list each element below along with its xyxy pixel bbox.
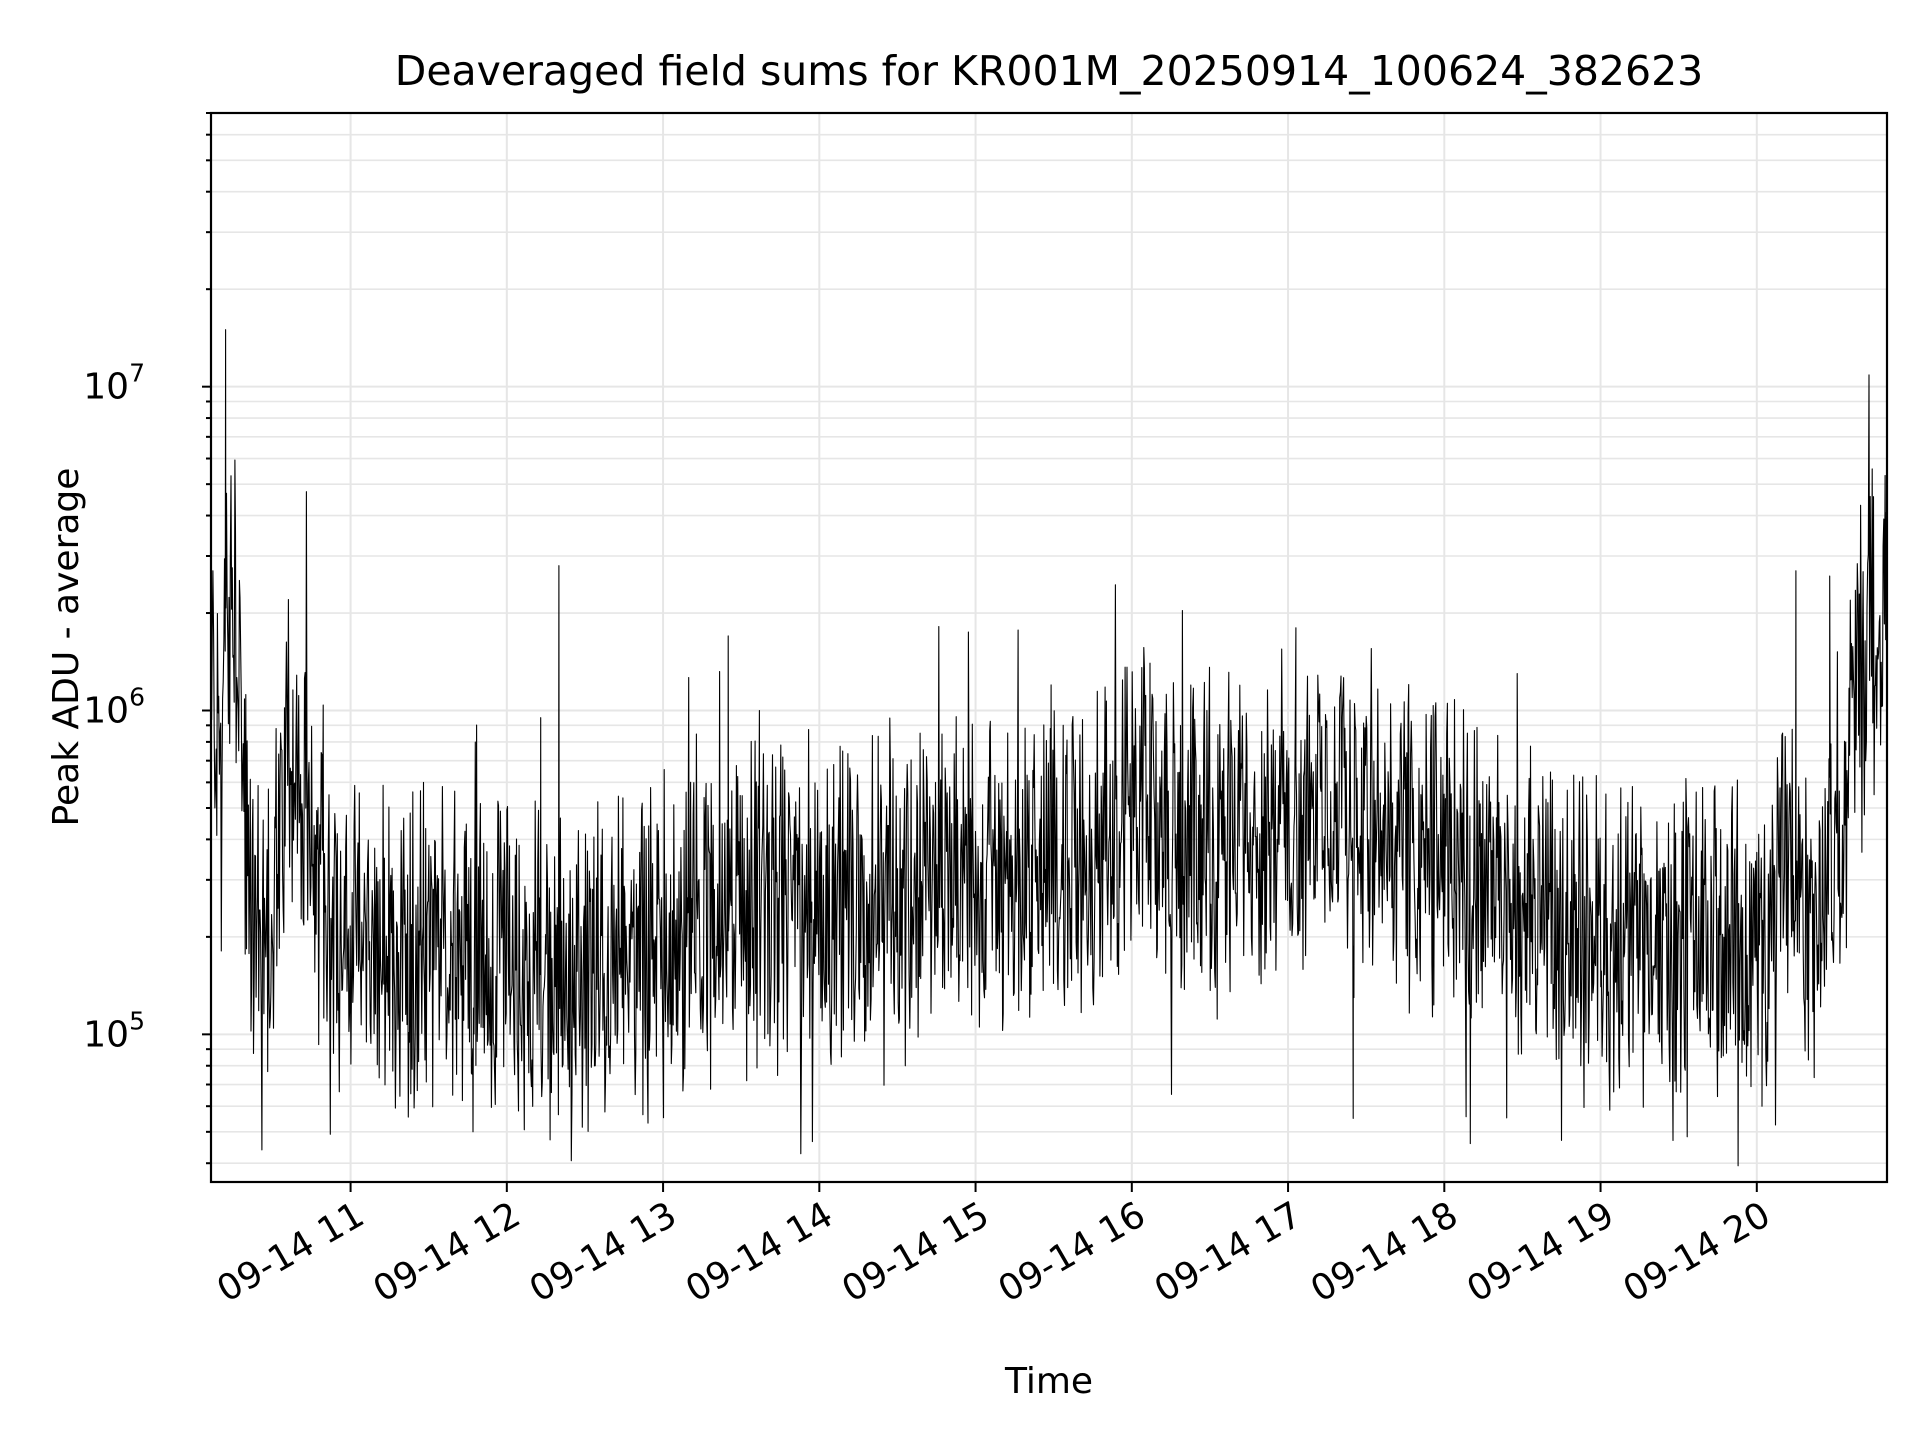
chart-title: Deaveraged field sums for KR001M_2025091… — [395, 47, 1704, 95]
series-line — [211, 160, 1887, 1167]
y-tick-label: 105 — [83, 1006, 145, 1055]
y-tick-label: 106 — [83, 683, 145, 732]
y-tick-label: 107 — [83, 359, 145, 408]
series-layer — [211, 160, 1887, 1167]
y-tick-base: 10 — [83, 691, 129, 732]
y-tick-base: 10 — [83, 367, 129, 408]
x-axis-label: Time — [1004, 1361, 1093, 1402]
y-tick-exponent: 5 — [129, 1006, 145, 1035]
plot-frame — [209, 111, 1889, 1184]
y-tick-exponent: 7 — [129, 359, 145, 388]
y-tick-base: 10 — [83, 1014, 129, 1055]
y-tick-exponent: 6 — [129, 683, 145, 712]
y-axis-label: Peak ADU - average — [46, 468, 87, 827]
